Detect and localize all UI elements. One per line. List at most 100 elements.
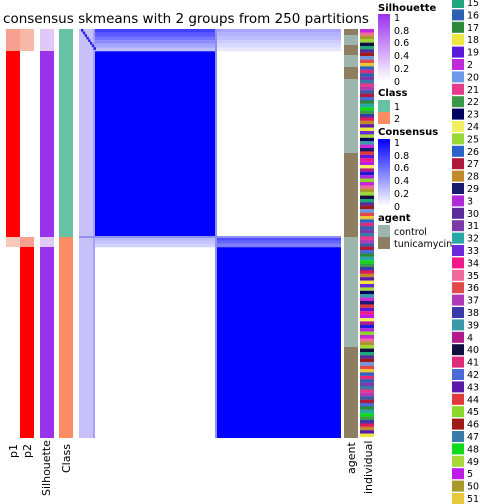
agent-tunicamycin-swatch xyxy=(378,237,390,249)
individual-bar-segment xyxy=(360,410,374,414)
heatmap-diagonal-cell xyxy=(90,42,92,45)
individual-bar-segment xyxy=(360,372,374,376)
individual-legend-swatch xyxy=(452,431,464,442)
individual-bar-segment xyxy=(360,287,374,291)
heatmap-top-row-g2 xyxy=(217,36,341,40)
individual-legend-swatch xyxy=(452,133,464,144)
p2-bar-top-light xyxy=(20,29,34,51)
individual-bar-segment xyxy=(360,236,374,240)
individual-bar-segment xyxy=(360,223,374,227)
agent-tunicamycin-label: tunicamycin xyxy=(394,239,452,250)
heatmap-split-col xyxy=(215,29,217,438)
individual-bar-segment xyxy=(360,145,374,149)
individual-bar-segment xyxy=(360,332,374,336)
individual-legend-swatch xyxy=(452,282,464,293)
individual-legend-label: 42 xyxy=(467,370,479,381)
p1-bar-bottom-light xyxy=(6,237,20,247)
silhouette-tick-0.8: 0.8 xyxy=(394,26,409,37)
individual-bar-segment xyxy=(360,165,374,169)
consensus-block-group-1 xyxy=(95,51,215,237)
class-1-swatch xyxy=(378,100,390,112)
individual-legend-swatch xyxy=(452,0,464,8)
individual-bar-segment xyxy=(360,192,374,196)
individual-bar-segment xyxy=(360,199,374,203)
individual-legend-swatch xyxy=(452,245,464,256)
individual-legend-swatch xyxy=(452,84,464,95)
silhouette-legend-title: Silhouette xyxy=(378,3,437,14)
agent-legend-title: agent xyxy=(378,213,411,224)
individual-bar-segment xyxy=(360,386,374,390)
individual-legend-label: 16 xyxy=(467,10,479,21)
individual-legend-label: 34 xyxy=(467,258,479,269)
individual-bar-segment xyxy=(360,162,374,166)
individual-legend-label: 29 xyxy=(467,184,479,195)
agent-bar-segment xyxy=(344,35,358,45)
individual-bar-segment xyxy=(360,308,374,312)
individual-legend-label: 43 xyxy=(467,382,479,393)
consensus-colorbar xyxy=(378,139,390,206)
individual-bar-segment xyxy=(360,328,374,332)
silhouette-tick-0: 0 xyxy=(394,77,400,88)
individual-legend-label: 49 xyxy=(467,457,479,468)
individual-bar-segment xyxy=(360,148,374,152)
heatmap-top-row-g2 xyxy=(217,44,341,48)
individual-bar-segment xyxy=(360,376,374,380)
individual-legend-swatch xyxy=(452,34,464,45)
individual-legend-swatch xyxy=(452,468,464,479)
individual-legend-label: 26 xyxy=(467,147,479,158)
individual-bar-segment xyxy=(360,417,374,421)
p1-bar-bottom xyxy=(6,237,20,438)
individual-bar-segment xyxy=(360,185,374,189)
silhouette-tick-0.4: 0.4 xyxy=(394,51,409,62)
label-agent: agent xyxy=(345,442,358,474)
p1-bar-top xyxy=(6,29,20,237)
individual-legend-label: 31 xyxy=(467,221,479,232)
individual-legend-label: 4 xyxy=(467,333,473,344)
individual-bar-segment xyxy=(360,291,374,295)
heatmap-top-row-g1 xyxy=(95,48,215,52)
individual-legend-label: 3 xyxy=(467,196,473,207)
individual-bar-segment xyxy=(360,43,374,47)
individual-bar-segment xyxy=(360,396,374,400)
individual-legend-swatch xyxy=(452,59,464,70)
heatmap-top-row-g1 xyxy=(95,33,215,37)
individual-bar-segment xyxy=(360,434,374,438)
consensus-tick-0.4: 0.4 xyxy=(394,176,409,187)
individual-bar-segment xyxy=(360,158,374,162)
individual-legend-label: 46 xyxy=(467,420,479,431)
individual-bar-segment xyxy=(360,298,374,302)
individual-bar-segment xyxy=(360,73,374,77)
agent-bar-segment xyxy=(344,153,358,237)
agent-bar-segment xyxy=(344,67,358,79)
individual-bar-segment xyxy=(360,175,374,179)
individual-legend-swatch xyxy=(452,270,464,281)
agent-bar-segment xyxy=(344,55,358,67)
agent-bar-segment xyxy=(344,307,358,347)
agent-bar-segment xyxy=(344,87,358,123)
individual-bar-segment xyxy=(360,342,374,346)
heatmap-top-row-g1 xyxy=(95,29,215,33)
individual-bar-segment xyxy=(360,219,374,223)
individual-bar-segment xyxy=(360,379,374,383)
individual-bar-segment xyxy=(360,413,374,417)
individual-legend-swatch xyxy=(452,319,464,330)
class-2-label: 2 xyxy=(394,114,400,125)
individual-legend-label: 44 xyxy=(467,395,479,406)
individual-bar-segment xyxy=(360,389,374,393)
individual-bar-segment xyxy=(360,393,374,397)
individual-bar-segment xyxy=(360,427,374,431)
individual-bar-segment xyxy=(360,46,374,50)
individual-bar-segment xyxy=(360,318,374,322)
individual-legend-swatch xyxy=(452,295,464,306)
individual-bar-segment xyxy=(360,243,374,247)
p1-bar-top-light xyxy=(6,29,20,51)
individual-bar-segment xyxy=(360,321,374,325)
p2-bar-top xyxy=(20,29,34,237)
individual-legend-swatch xyxy=(452,481,464,492)
consensus-block-group-2 xyxy=(217,247,341,438)
individual-legend-label: 36 xyxy=(467,283,479,294)
individual-bar-segment xyxy=(360,277,374,281)
individual-bar-segment xyxy=(360,124,374,128)
individual-bar-segment xyxy=(360,155,374,159)
